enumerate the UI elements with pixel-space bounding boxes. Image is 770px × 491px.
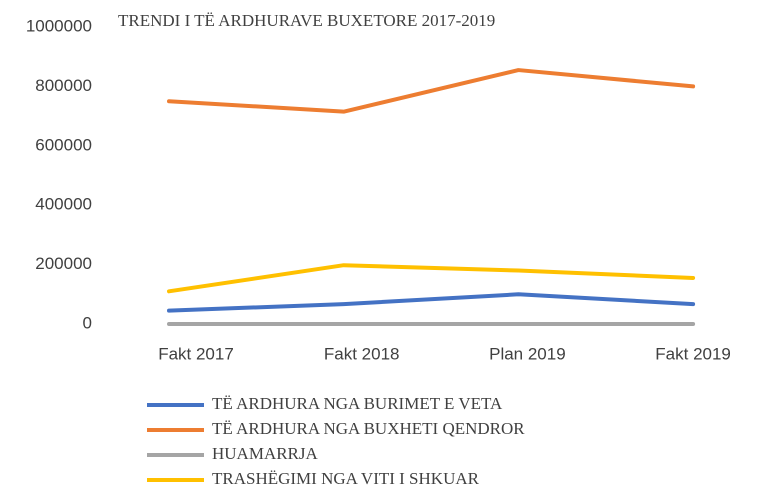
legend-label: TË ARDHURA NGA BUXHETI QENDROR: [212, 419, 525, 438]
series-line: [167, 292, 696, 313]
y-tick-label: 800000: [35, 76, 92, 95]
y-tick-label: 600000: [35, 135, 92, 154]
y-tick-label: 1000000: [26, 16, 92, 35]
legend-label: HUAMARRJA: [212, 444, 319, 463]
x-tick-label: Fakt 2017: [158, 344, 234, 363]
legend-label: TRASHËGIMI NGA VITI I SHKUAR: [212, 469, 480, 488]
y-tick-label: 400000: [35, 195, 92, 214]
y-tick-label: 200000: [35, 254, 92, 273]
x-tick-label: Fakt 2019: [655, 344, 731, 363]
y-tick-label: 0: [83, 313, 92, 332]
series-line: [167, 68, 696, 114]
x-tick-label: Fakt 2018: [324, 344, 400, 363]
chart-title: TRENDI I TË ARDHURAVE BUXETORE 2017-2019: [118, 11, 495, 30]
legend-label: TË ARDHURA NGA BURIMET E VETA: [212, 394, 503, 413]
x-tick-label: Plan 2019: [489, 344, 566, 363]
series-line: [167, 263, 696, 294]
